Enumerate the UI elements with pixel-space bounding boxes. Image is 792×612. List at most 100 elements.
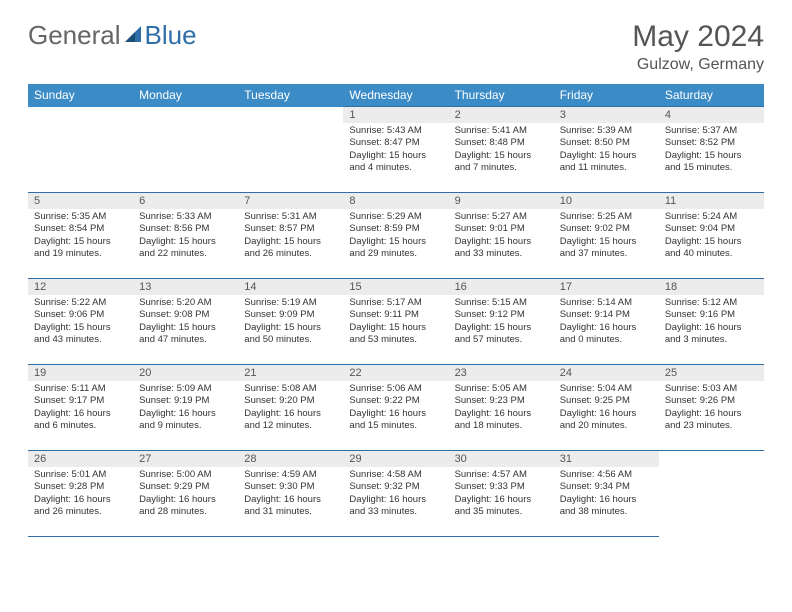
daylight-text: Daylight: 15 hours and 22 minutes. (139, 236, 232, 261)
calendar-day-cell: 16Sunrise: 5:15 AMSunset: 9:12 PMDayligh… (449, 279, 554, 365)
daylight-text: Daylight: 16 hours and 35 minutes. (455, 494, 548, 519)
day-number: 10 (554, 193, 659, 209)
day-number: 21 (238, 365, 343, 381)
calendar-week-row: 1Sunrise: 5:43 AMSunset: 8:47 PMDaylight… (28, 107, 764, 193)
calendar-day-cell: 15Sunrise: 5:17 AMSunset: 9:11 PMDayligh… (343, 279, 448, 365)
calendar-day-cell: 4Sunrise: 5:37 AMSunset: 8:52 PMDaylight… (659, 107, 764, 193)
sunrise-text: Sunrise: 5:11 AM (34, 383, 127, 395)
day-details: Sunrise: 5:00 AMSunset: 9:29 PMDaylight:… (133, 467, 238, 522)
day-details: Sunrise: 5:20 AMSunset: 9:08 PMDaylight:… (133, 295, 238, 350)
calendar-day-cell: 7Sunrise: 5:31 AMSunset: 8:57 PMDaylight… (238, 193, 343, 279)
calendar-day-cell: 30Sunrise: 4:57 AMSunset: 9:33 PMDayligh… (449, 451, 554, 537)
sunrise-text: Sunrise: 5:29 AM (349, 211, 442, 223)
day-number: 4 (659, 107, 764, 123)
day-details: Sunrise: 5:03 AMSunset: 9:26 PMDaylight:… (659, 381, 764, 436)
day-number: 20 (133, 365, 238, 381)
day-details: Sunrise: 5:04 AMSunset: 9:25 PMDaylight:… (554, 381, 659, 436)
sunset-text: Sunset: 8:52 PM (665, 137, 758, 149)
daylight-text: Daylight: 16 hours and 23 minutes. (665, 408, 758, 433)
day-number: 23 (449, 365, 554, 381)
daylight-text: Daylight: 16 hours and 31 minutes. (244, 494, 337, 519)
sunrise-text: Sunrise: 5:08 AM (244, 383, 337, 395)
calendar-day-cell: 24Sunrise: 5:04 AMSunset: 9:25 PMDayligh… (554, 365, 659, 451)
calendar-day-cell: 31Sunrise: 4:56 AMSunset: 9:34 PMDayligh… (554, 451, 659, 537)
daylight-text: Daylight: 15 hours and 11 minutes. (560, 150, 653, 175)
day-number: 17 (554, 279, 659, 295)
daylight-text: Daylight: 16 hours and 33 minutes. (349, 494, 442, 519)
sunset-text: Sunset: 8:48 PM (455, 137, 548, 149)
sunset-text: Sunset: 9:30 PM (244, 481, 337, 493)
day-number: 25 (659, 365, 764, 381)
calendar-day-cell: 28Sunrise: 4:59 AMSunset: 9:30 PMDayligh… (238, 451, 343, 537)
calendar-day-cell: 26Sunrise: 5:01 AMSunset: 9:28 PMDayligh… (28, 451, 133, 537)
sunset-text: Sunset: 8:56 PM (139, 223, 232, 235)
calendar-day-cell: 14Sunrise: 5:19 AMSunset: 9:09 PMDayligh… (238, 279, 343, 365)
day-number: 26 (28, 451, 133, 467)
sunrise-text: Sunrise: 5:01 AM (34, 469, 127, 481)
sunset-text: Sunset: 9:29 PM (139, 481, 232, 493)
sunset-text: Sunset: 9:26 PM (665, 395, 758, 407)
sunset-text: Sunset: 9:12 PM (455, 309, 548, 321)
day-number: 18 (659, 279, 764, 295)
day-number: 15 (343, 279, 448, 295)
daylight-text: Daylight: 15 hours and 47 minutes. (139, 322, 232, 347)
sunrise-text: Sunrise: 5:24 AM (665, 211, 758, 223)
day-details: Sunrise: 5:27 AMSunset: 9:01 PMDaylight:… (449, 209, 554, 264)
daylight-text: Daylight: 15 hours and 53 minutes. (349, 322, 442, 347)
sunrise-text: Sunrise: 5:43 AM (349, 125, 442, 137)
day-number: 24 (554, 365, 659, 381)
sunrise-text: Sunrise: 5:12 AM (665, 297, 758, 309)
daylight-text: Daylight: 16 hours and 18 minutes. (455, 408, 548, 433)
day-number: 2 (449, 107, 554, 123)
daylight-text: Daylight: 16 hours and 38 minutes. (560, 494, 653, 519)
sunset-text: Sunset: 9:25 PM (560, 395, 653, 407)
sunset-text: Sunset: 9:09 PM (244, 309, 337, 321)
day-details: Sunrise: 5:33 AMSunset: 8:56 PMDaylight:… (133, 209, 238, 264)
sunset-text: Sunset: 8:47 PM (349, 137, 442, 149)
sunset-text: Sunset: 9:32 PM (349, 481, 442, 493)
daylight-text: Daylight: 16 hours and 12 minutes. (244, 408, 337, 433)
day-details: Sunrise: 5:17 AMSunset: 9:11 PMDaylight:… (343, 295, 448, 350)
weekday-header: Tuesday (238, 84, 343, 107)
day-details: Sunrise: 5:31 AMSunset: 8:57 PMDaylight:… (238, 209, 343, 264)
sunrise-text: Sunrise: 5:33 AM (139, 211, 232, 223)
weekday-header: Thursday (449, 84, 554, 107)
day-details: Sunrise: 5:25 AMSunset: 9:02 PMDaylight:… (554, 209, 659, 264)
sunset-text: Sunset: 9:16 PM (665, 309, 758, 321)
calendar-day-cell: 11Sunrise: 5:24 AMSunset: 9:04 PMDayligh… (659, 193, 764, 279)
day-details: Sunrise: 5:15 AMSunset: 9:12 PMDaylight:… (449, 295, 554, 350)
sunrise-text: Sunrise: 5:27 AM (455, 211, 548, 223)
sunrise-text: Sunrise: 5:09 AM (139, 383, 232, 395)
page-header: General Blue May 2024 Gulzow, Germany (28, 20, 764, 74)
day-details: Sunrise: 4:58 AMSunset: 9:32 PMDaylight:… (343, 467, 448, 522)
logo-text-1: General (28, 20, 121, 51)
calendar-day-cell: 5Sunrise: 5:35 AMSunset: 8:54 PMDaylight… (28, 193, 133, 279)
sunrise-text: Sunrise: 5:31 AM (244, 211, 337, 223)
calendar-day-cell: 12Sunrise: 5:22 AMSunset: 9:06 PMDayligh… (28, 279, 133, 365)
sunset-text: Sunset: 8:59 PM (349, 223, 442, 235)
sunset-text: Sunset: 9:06 PM (34, 309, 127, 321)
calendar-day-cell: 18Sunrise: 5:12 AMSunset: 9:16 PMDayligh… (659, 279, 764, 365)
weekday-header: Friday (554, 84, 659, 107)
daylight-text: Daylight: 15 hours and 37 minutes. (560, 236, 653, 261)
daylight-text: Daylight: 16 hours and 28 minutes. (139, 494, 232, 519)
day-number: 11 (659, 193, 764, 209)
calendar-day-cell: 23Sunrise: 5:05 AMSunset: 9:23 PMDayligh… (449, 365, 554, 451)
calendar-day-cell: 3Sunrise: 5:39 AMSunset: 8:50 PMDaylight… (554, 107, 659, 193)
day-details: Sunrise: 4:59 AMSunset: 9:30 PMDaylight:… (238, 467, 343, 522)
weekday-header: Monday (133, 84, 238, 107)
daylight-text: Daylight: 16 hours and 20 minutes. (560, 408, 653, 433)
calendar-week-row: 5Sunrise: 5:35 AMSunset: 8:54 PMDaylight… (28, 193, 764, 279)
calendar-day-cell: 8Sunrise: 5:29 AMSunset: 8:59 PMDaylight… (343, 193, 448, 279)
sunrise-text: Sunrise: 5:03 AM (665, 383, 758, 395)
sunrise-text: Sunrise: 5:17 AM (349, 297, 442, 309)
daylight-text: Daylight: 15 hours and 15 minutes. (665, 150, 758, 175)
weekday-header-row: Sunday Monday Tuesday Wednesday Thursday… (28, 84, 764, 107)
daylight-text: Daylight: 16 hours and 9 minutes. (139, 408, 232, 433)
calendar-table: Sunday Monday Tuesday Wednesday Thursday… (28, 84, 764, 537)
calendar-day-cell: 20Sunrise: 5:09 AMSunset: 9:19 PMDayligh… (133, 365, 238, 451)
sunrise-text: Sunrise: 5:19 AM (244, 297, 337, 309)
sunset-text: Sunset: 9:20 PM (244, 395, 337, 407)
day-details: Sunrise: 5:19 AMSunset: 9:09 PMDaylight:… (238, 295, 343, 350)
calendar-day-cell: 19Sunrise: 5:11 AMSunset: 9:17 PMDayligh… (28, 365, 133, 451)
